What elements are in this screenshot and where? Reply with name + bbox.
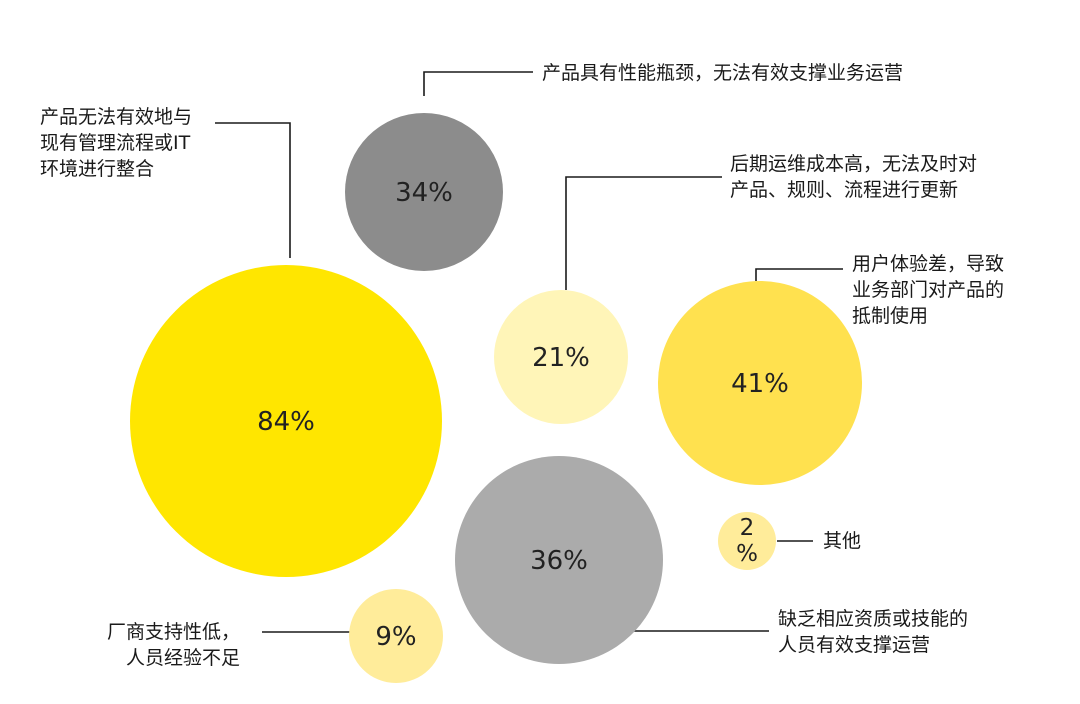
category-label: 用户体验差，导致业务部门对产品的抵制使用 <box>852 253 1004 327</box>
value-label: 41% <box>731 369 789 399</box>
category-labels: 产品无法有效地与现有管理流程或IT 环境进行整合 产品具有性能瓶颈，无法有效支撑业务… <box>40 62 1004 669</box>
bubble <box>455 456 663 664</box>
value-label: 36% <box>530 546 588 576</box>
leader-line <box>565 176 722 290</box>
leader-line <box>755 268 843 281</box>
leader-lines <box>215 71 843 633</box>
category-label: 缺乏相应资质或技能的人员有效支撑运营 <box>778 608 968 656</box>
bubble <box>345 113 503 271</box>
leader-line <box>215 122 291 258</box>
value-label: 34% <box>395 178 453 208</box>
bubbles <box>130 113 862 683</box>
bubble <box>349 589 443 683</box>
value-label: 2% <box>736 515 758 567</box>
bubble <box>130 265 442 577</box>
value-label: 84% <box>257 407 315 437</box>
category-label: 后期运维成本高，无法及时对产品、规则、流程进行更新 <box>730 153 977 201</box>
value-labels: 84% 34% 21% 41% 36% 9% 2% <box>257 178 789 652</box>
leader-line <box>423 71 533 96</box>
value-label: 21% <box>532 343 590 373</box>
category-label: 其他 <box>823 530 861 552</box>
bubble <box>718 512 776 570</box>
bubble <box>658 281 862 485</box>
category-label: 厂商支持性低，人员经验不足 <box>107 621 240 669</box>
category-label: 产品具有性能瓶颈，无法有效支撑业务运营 <box>542 62 903 84</box>
bubble <box>494 290 628 424</box>
category-label: 产品无法有效地与现有管理流程或IT 环境进行整合 <box>40 106 192 180</box>
value-label: 9% <box>375 622 416 652</box>
